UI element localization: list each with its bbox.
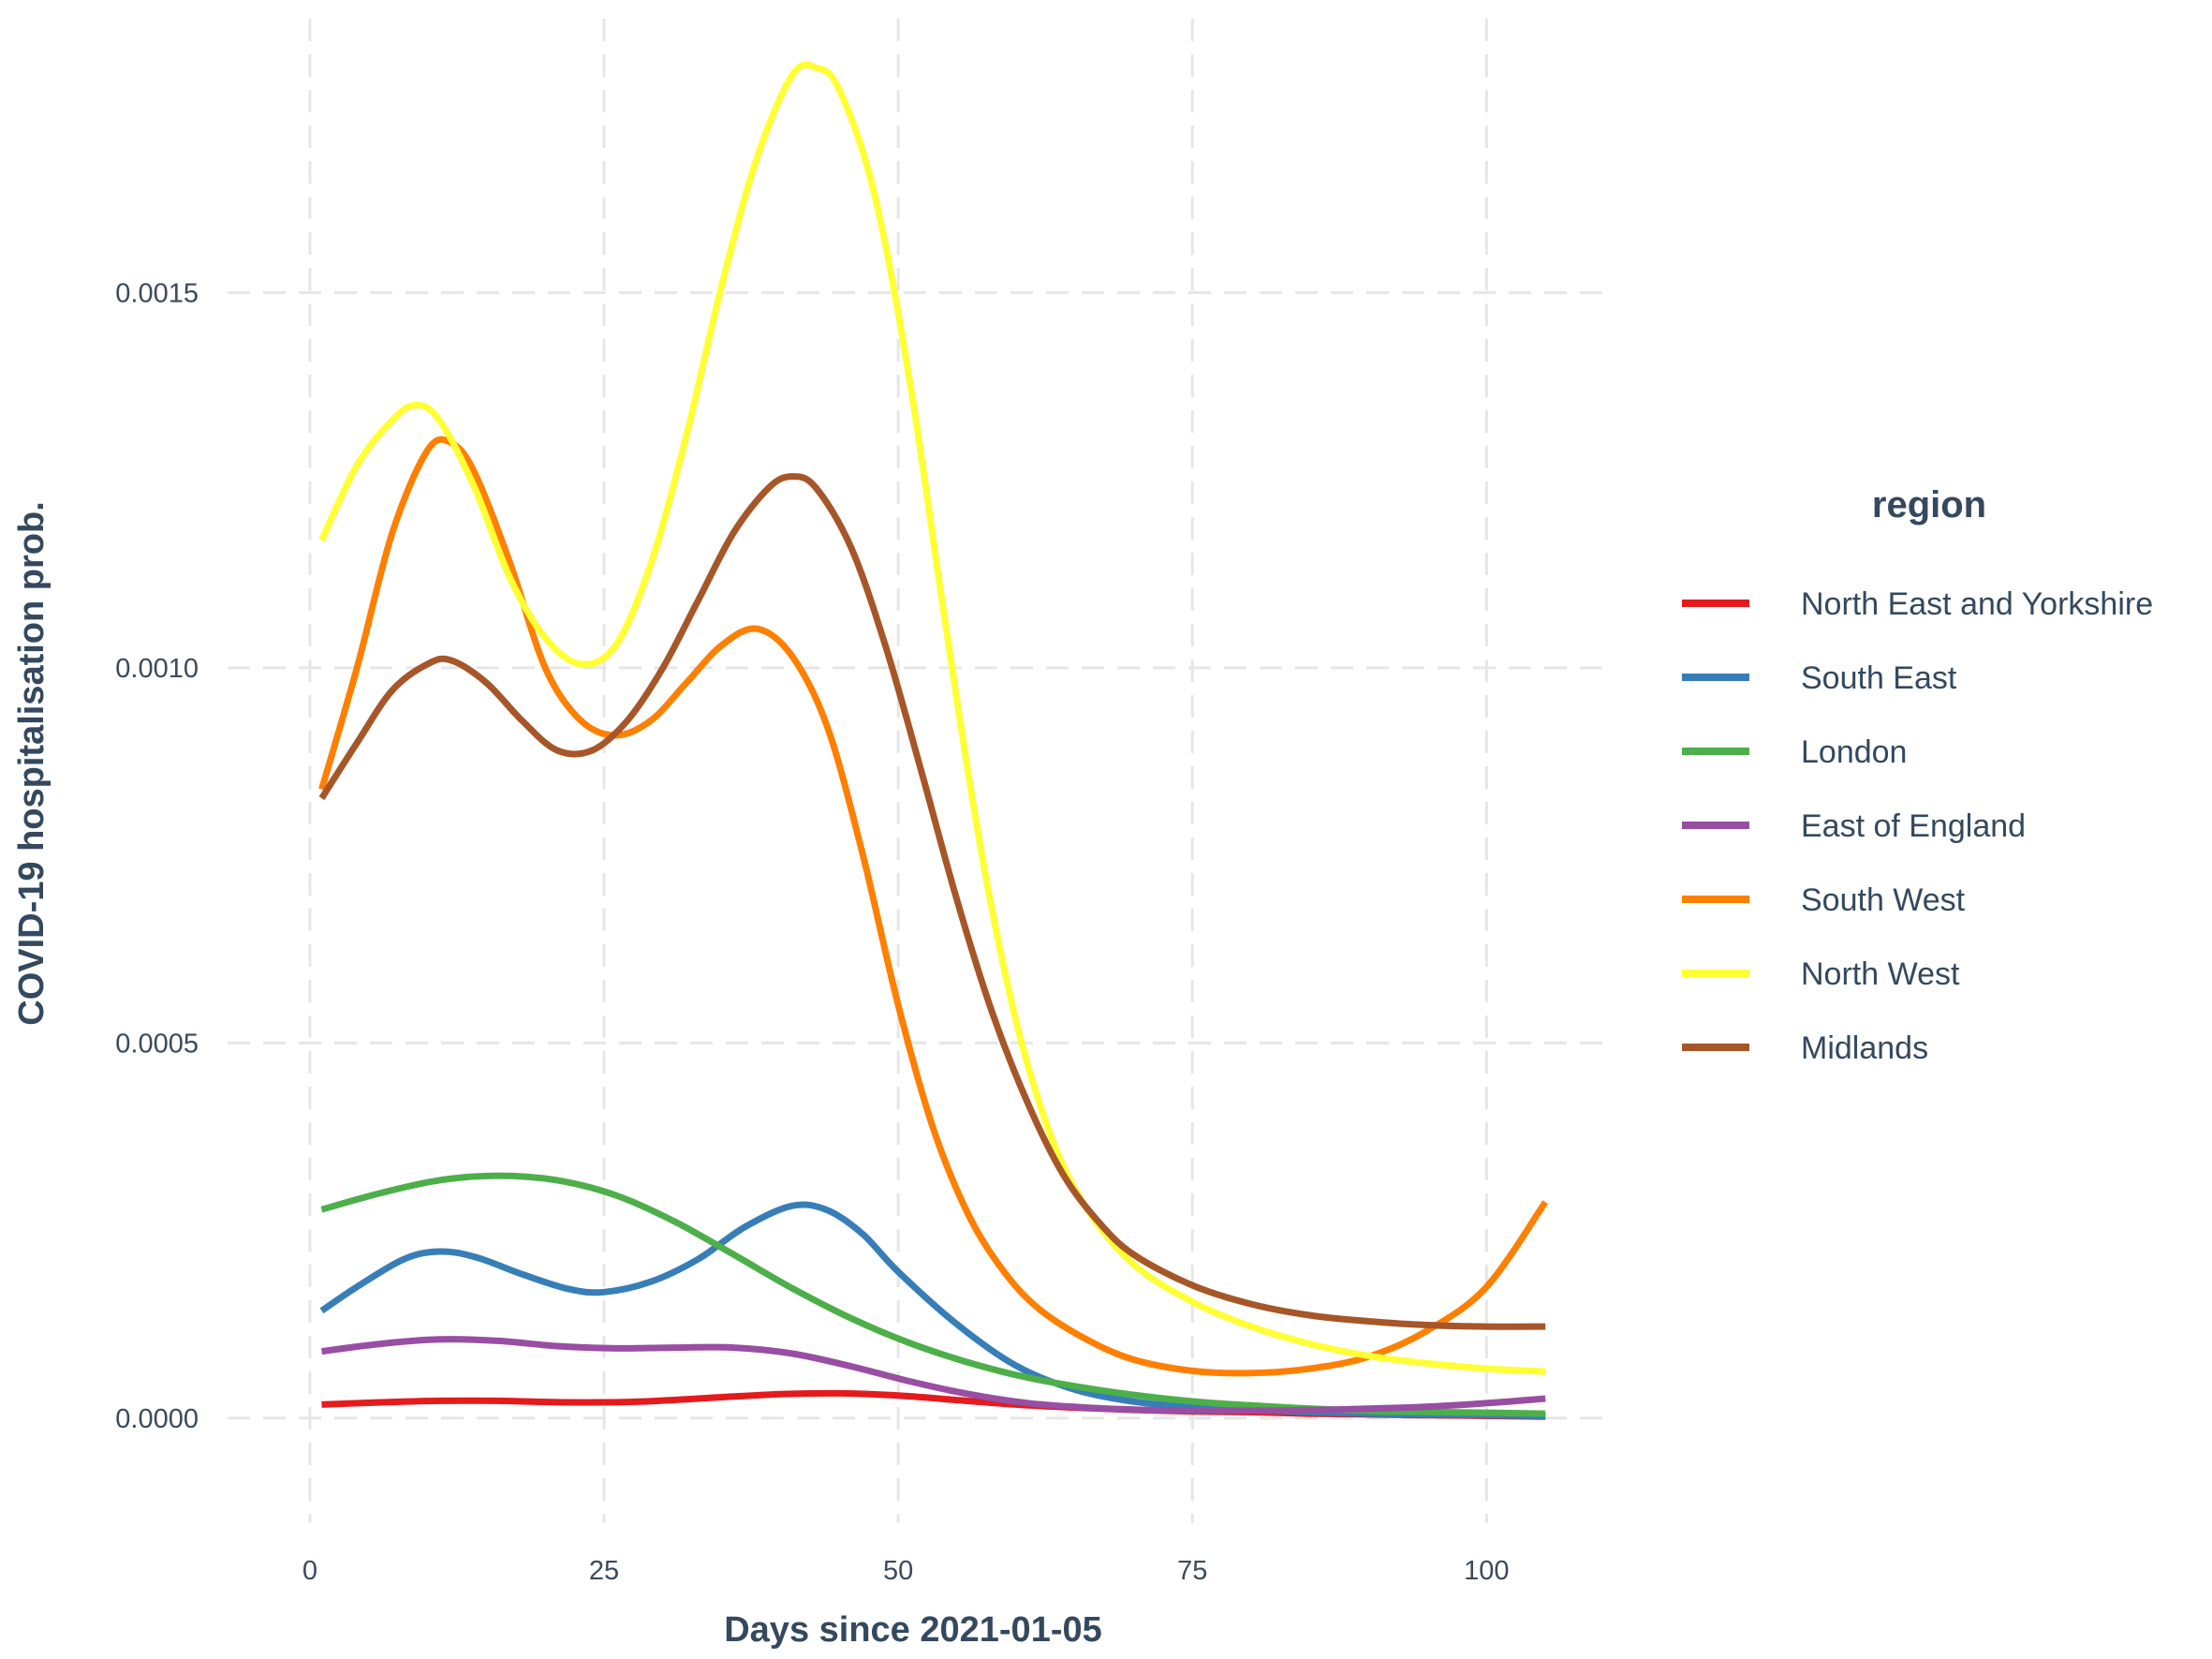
y-tick-label: 0.0015 <box>115 278 199 308</box>
legend-item-north-east-and-yorkshire: North East and Yorkshire <box>1682 586 2153 622</box>
series-line-north-west <box>318 61 1546 1375</box>
legend-item-midlands: Midlands <box>1682 1030 1928 1066</box>
legend-title: region <box>1872 484 1986 526</box>
legend-label: London <box>1801 734 1907 770</box>
series-lines <box>318 61 1549 1420</box>
x-tick-label: 0 <box>302 1556 317 1586</box>
x-axis-title: Days since 2021-01-05 <box>724 1610 1102 1650</box>
legend-label: North West <box>1801 956 1960 992</box>
series-line-midlands <box>318 473 1546 1330</box>
y-tick-label: 0.0005 <box>115 1029 199 1059</box>
legend-item-london: London <box>1682 734 1907 770</box>
x-axis-ticks: 0 25 50 75 100 <box>302 1556 1510 1586</box>
legend-item-north-west: North West <box>1682 956 1960 992</box>
x-tick-label: 100 <box>1464 1556 1509 1586</box>
grid <box>228 19 1604 1523</box>
x-tick-label: 50 <box>883 1556 913 1586</box>
legend-item-south-east: South East <box>1682 660 1957 696</box>
y-axis-title: COVID-19 hospitalisation prob. <box>12 501 52 1026</box>
series-line-south-west <box>318 436 1549 1377</box>
x-tick-label: 75 <box>1177 1556 1207 1586</box>
x-tick-label: 25 <box>589 1556 619 1586</box>
legend: region North East and Yorkshire South Eas… <box>1682 484 2153 1066</box>
legend-label: East of England <box>1801 808 2026 844</box>
legend-label: Midlands <box>1801 1030 1928 1066</box>
series-line-london <box>320 1172 1546 1417</box>
legend-label: South East <box>1801 660 1957 696</box>
legend-item-east-of-england: East of England <box>1682 808 2026 844</box>
legend-item-south-west: South West <box>1682 882 1966 918</box>
legend-label: South West <box>1801 882 1966 918</box>
y-tick-label: 0.0000 <box>115 1404 199 1434</box>
y-axis-ticks: 0.0000 0.0005 0.0010 0.0015 <box>115 278 199 1433</box>
y-tick-label: 0.0010 <box>115 654 199 684</box>
series-line-east-of-england <box>321 1336 1546 1415</box>
legend-label: North East and Yorkshire <box>1801 586 2153 622</box>
